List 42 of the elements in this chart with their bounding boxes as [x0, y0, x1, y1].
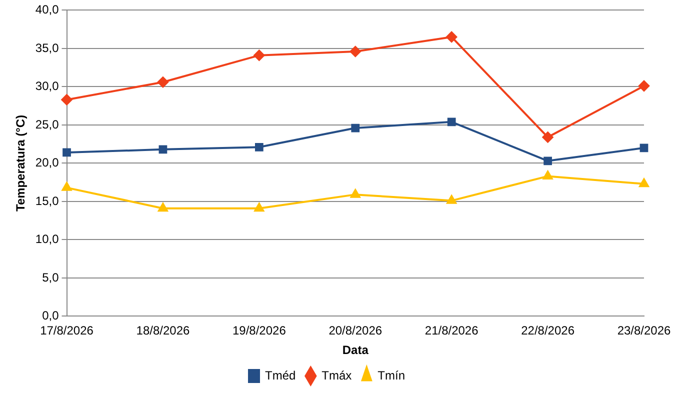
point: [542, 170, 553, 180]
point: [640, 144, 648, 152]
x-tick-label: 17/8/2026: [40, 324, 94, 338]
point: [350, 46, 361, 58]
y-tick-label: 5,0: [42, 270, 60, 284]
y-tick-label: 0,0: [42, 308, 60, 323]
point: [446, 31, 458, 42]
x-tick-label: 19/8/2026: [232, 324, 286, 338]
point: [158, 145, 168, 154]
point: [62, 148, 71, 157]
y-axis-title: Temperatura (°C): [14, 114, 28, 212]
x-tick-label: 20/8/2026: [328, 324, 382, 338]
legend-label: Tméd: [264, 368, 296, 382]
y-tick-label: 35,0: [35, 40, 60, 55]
point: [447, 118, 456, 126]
x-tick-label: 18/8/2026: [136, 324, 190, 338]
x-tick-label: 23/8/2026: [617, 324, 672, 338]
point: [542, 132, 554, 143]
y-tick-label: 40,0: [35, 2, 60, 17]
x-axis-title: Data: [342, 343, 369, 358]
point: [351, 124, 360, 132]
point: [61, 94, 72, 106]
point: [446, 195, 456, 204]
point: [350, 189, 360, 198]
point: [544, 156, 552, 166]
point: [254, 202, 264, 212]
point: [639, 178, 649, 188]
y-tick-label: 15,0: [35, 194, 60, 208]
y-tick-label: 25,0: [35, 117, 60, 132]
point: [158, 202, 168, 212]
point: [254, 50, 265, 61]
y-tick-label: 30,0: [35, 79, 60, 94]
x-tick-label: 21/8/2026: [424, 324, 479, 338]
x-tick-label: 22/8/2026: [521, 324, 575, 338]
point: [638, 80, 650, 92]
legend-label: Tmín: [378, 368, 406, 382]
point: [254, 142, 264, 152]
y-tick-label: 20,0: [35, 156, 60, 170]
y-tick-label: 10,0: [35, 232, 60, 246]
point: [157, 76, 168, 88]
legend-label: Tmáx: [322, 368, 352, 382]
point: [62, 182, 72, 191]
